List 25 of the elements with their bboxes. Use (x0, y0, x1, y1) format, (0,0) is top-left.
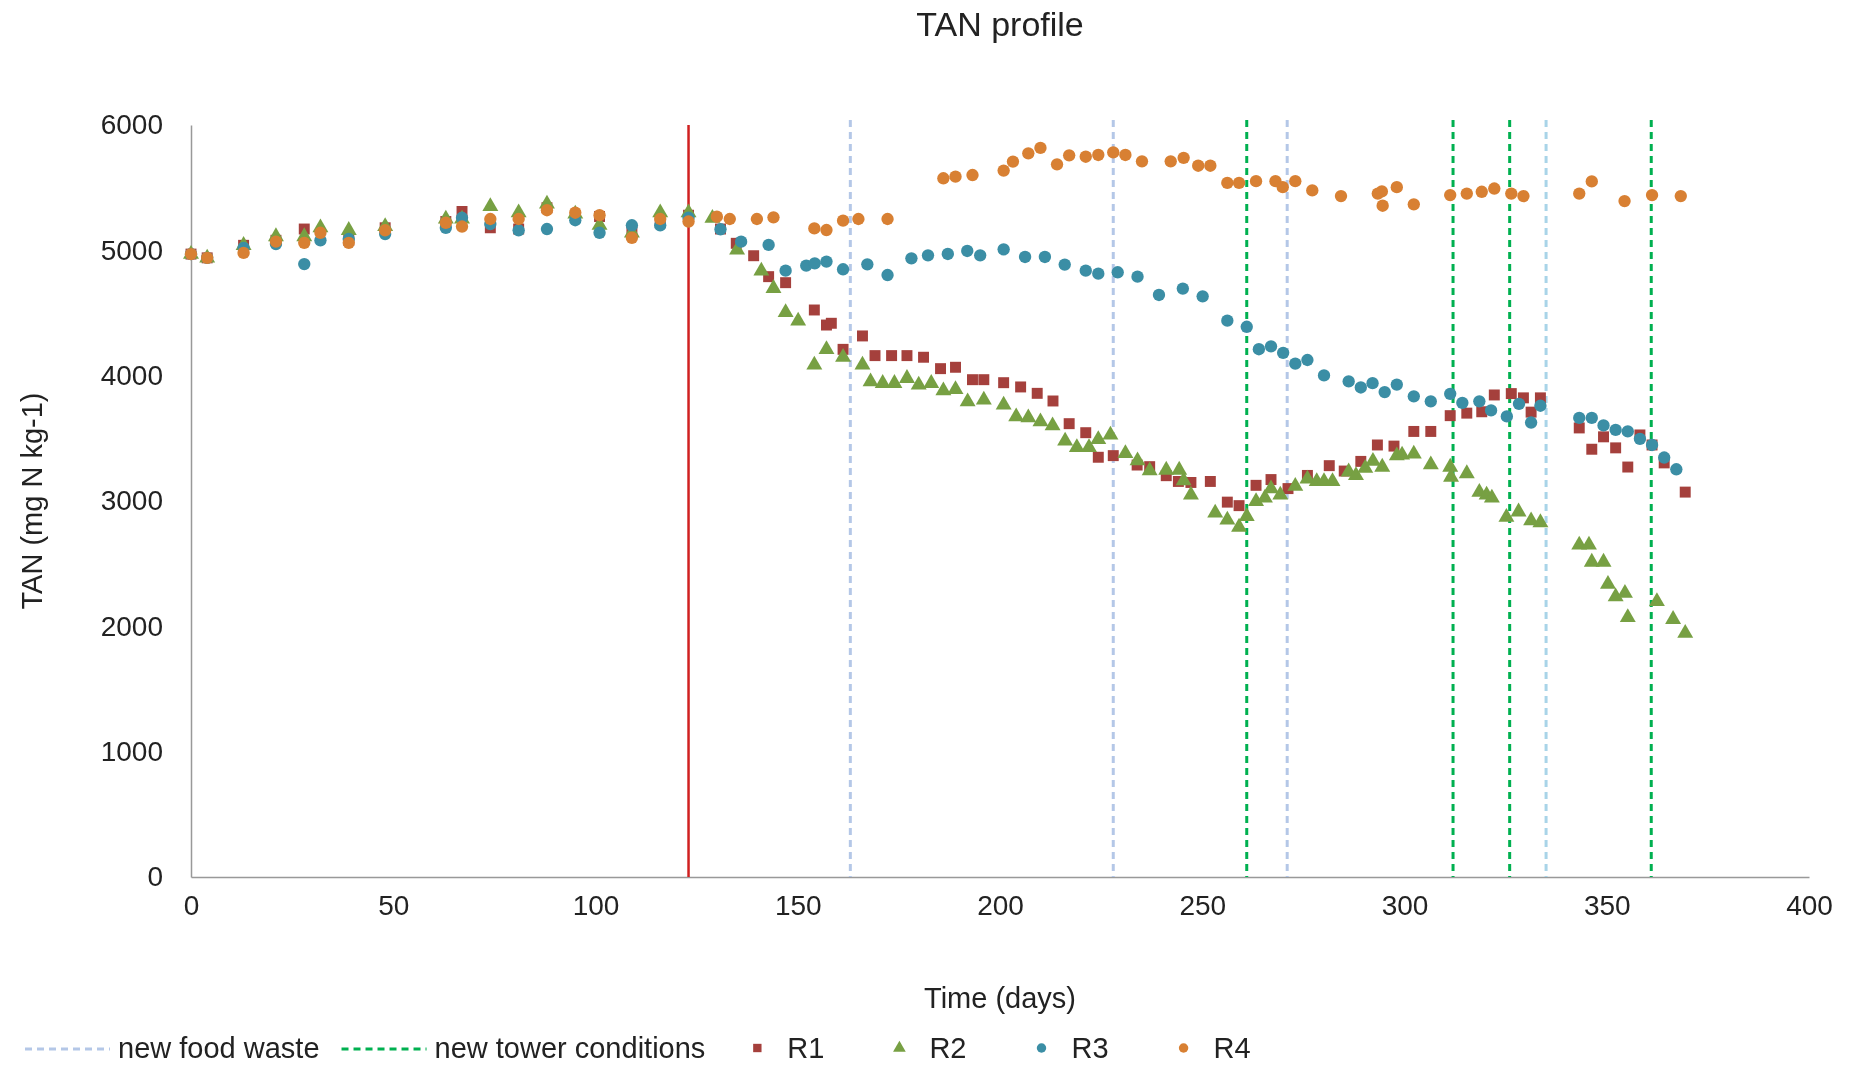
x-tick-label: 350 (1583, 889, 1631, 921)
y-tick-label: 2000 (100, 610, 163, 642)
legend-label: R1 (787, 1032, 825, 1064)
x-tick-label: 250 (1179, 889, 1227, 921)
y-tick-label: 4000 (100, 360, 163, 392)
y-tick-label: 1000 (100, 736, 163, 768)
x-tick-label: 400 (1786, 889, 1833, 921)
y-tick-label: 0 (147, 861, 163, 893)
legend-label: new food waste (118, 1032, 320, 1064)
x-axis-title: Time (days) (924, 982, 1076, 1014)
legend-label: new tower conditions (434, 1032, 706, 1064)
y-tick-label: 6000 (100, 109, 163, 141)
x-tick-label: 0 (183, 889, 200, 921)
x-tick-label: 100 (572, 889, 620, 921)
legend-label: R2 (929, 1032, 967, 1064)
y-tick-label: 3000 (100, 485, 163, 517)
x-tick-label: 200 (977, 889, 1024, 921)
chart-title: TAN profile (916, 5, 1084, 43)
y-axis-title: TAN (mg N kg-1) (16, 392, 48, 610)
x-tick-label: 50 (378, 889, 410, 921)
x-tick-label: 300 (1381, 889, 1429, 921)
legend-label: R4 (1213, 1032, 1251, 1064)
y-tick-label: 5000 (100, 234, 163, 266)
x-tick-label: 150 (774, 889, 822, 921)
legend-label: R3 (1071, 1032, 1109, 1064)
